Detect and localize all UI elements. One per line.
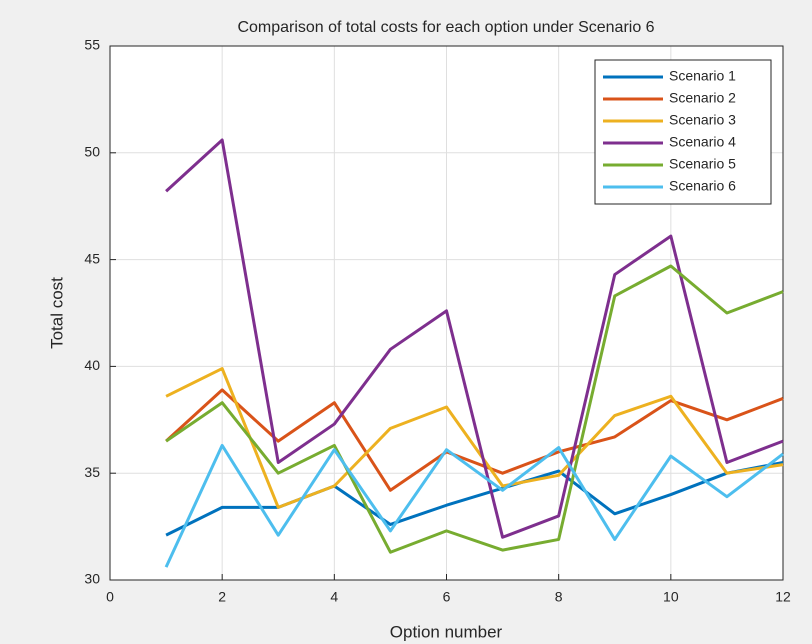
legend-label: Scenario 3	[669, 112, 736, 128]
legend-box	[594, 59, 772, 205]
x-tick-label: 0	[106, 589, 114, 605]
y-tick-label: 40	[84, 357, 100, 373]
y-tick-label: 50	[84, 144, 100, 160]
legend-label: Scenario 1	[669, 68, 736, 84]
series-line	[165, 367, 784, 509]
axes-box	[109, 45, 784, 581]
x-tick-label: 2	[218, 589, 226, 605]
x-axis-label: Option number	[390, 622, 503, 641]
y-axis-label: Total cost	[47, 277, 66, 349]
x-tick-label: 12	[775, 589, 791, 605]
x-tick-label: 4	[330, 589, 338, 605]
x-tick-label: 8	[555, 589, 563, 605]
y-tick-label: 35	[84, 464, 100, 480]
series-line	[165, 461, 784, 537]
legend-label: Scenario 6	[669, 178, 736, 194]
legend-label: Scenario 5	[669, 156, 736, 172]
legend-label: Scenario 2	[669, 90, 736, 106]
series-line	[164, 443, 784, 568]
y-tick-label: 45	[84, 250, 100, 266]
series-line	[165, 388, 784, 492]
chart-title: Comparison of total costs for each optio…	[237, 19, 654, 36]
series-line	[165, 264, 784, 554]
x-tick-label: 6	[443, 589, 451, 605]
legend-label: Scenario 4	[669, 134, 736, 150]
y-tick-label: 55	[84, 37, 100, 53]
x-tick-label: 10	[663, 589, 679, 605]
y-tick-label: 30	[84, 571, 100, 587]
